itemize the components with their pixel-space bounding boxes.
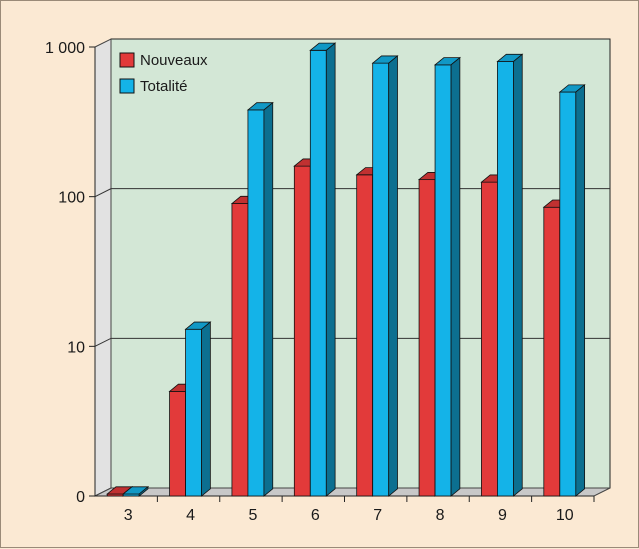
bar-totalite-9 bbox=[496, 53, 524, 497]
x-tick-label: 3 bbox=[124, 507, 133, 524]
x-tick-label: 5 bbox=[248, 507, 257, 524]
y-tick-label: 0 bbox=[76, 489, 85, 506]
bar-totalite-10 bbox=[558, 84, 586, 497]
bar-totalite-6 bbox=[309, 42, 337, 497]
plot-side-wall bbox=[94, 38, 112, 497]
bar-totalite-8 bbox=[433, 56, 461, 497]
x-tick-label: 9 bbox=[498, 507, 507, 524]
bar-totalite-3 bbox=[122, 485, 150, 497]
bar-totalite-5 bbox=[246, 101, 274, 497]
y-tick-label: 10 bbox=[67, 339, 85, 356]
legend-swatch bbox=[119, 52, 135, 68]
bar-totalite-7 bbox=[371, 55, 399, 497]
legend-label: Nouveaux bbox=[140, 52, 208, 69]
x-tick-label: 10 bbox=[556, 507, 574, 524]
legend-label: Totalité bbox=[140, 78, 188, 95]
y-tick-label: 100 bbox=[58, 190, 85, 207]
x-tick-label: 6 bbox=[311, 507, 320, 524]
y-tick-label: 1 000 bbox=[45, 40, 85, 57]
x-tick-label: 4 bbox=[186, 507, 195, 524]
x-tick-label: 7 bbox=[373, 507, 382, 524]
x-tick-label: 8 bbox=[436, 507, 445, 524]
bar-totalite-4 bbox=[184, 321, 212, 497]
legend-swatch bbox=[119, 78, 135, 94]
